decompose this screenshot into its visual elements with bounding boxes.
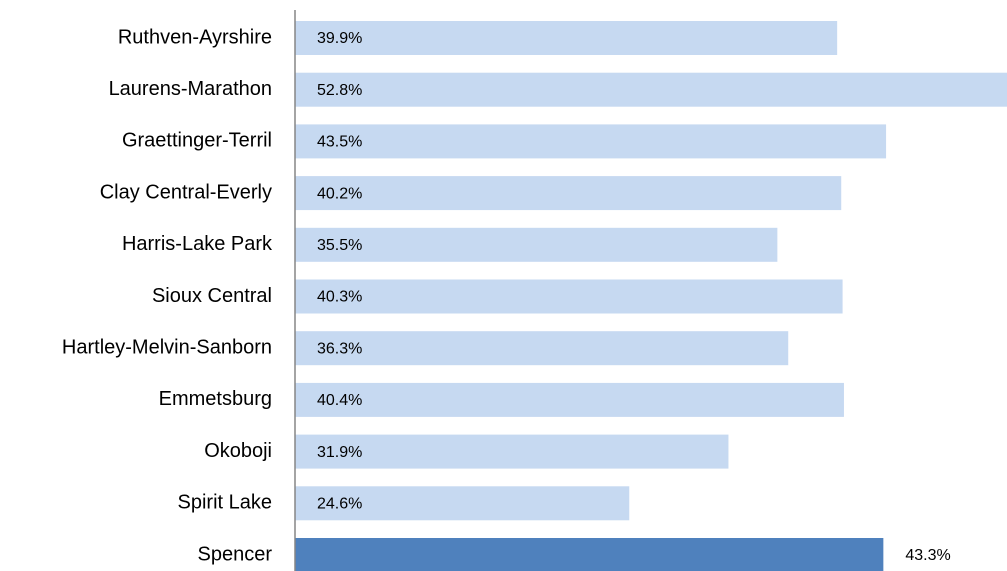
- value-label: 39.9%: [317, 30, 362, 47]
- category-label: Spencer: [198, 543, 273, 565]
- value-label: 52.8%: [317, 82, 362, 99]
- value-label: 24.6%: [317, 496, 362, 513]
- bar: [295, 486, 630, 521]
- category-label: Graettinger-Terril: [122, 130, 272, 152]
- category-label: Ruthven-Ayrshire: [118, 26, 272, 48]
- bar: [295, 382, 844, 417]
- value-label: 35.5%: [317, 237, 362, 254]
- value-label: 43.5%: [317, 134, 362, 151]
- bar: [295, 176, 842, 211]
- category-label: Spirit Lake: [178, 492, 273, 514]
- bar: [295, 72, 1007, 107]
- category-label: Hartley-Melvin-Sanborn: [62, 336, 272, 358]
- category-label: Sioux Central: [152, 285, 272, 307]
- bar: [295, 434, 729, 469]
- value-label: 40.2%: [317, 185, 362, 202]
- value-label: 31.9%: [317, 444, 362, 461]
- labels: Ruthven-Ayrshire 39.9% Laurens-Marathon 52.…: [62, 26, 951, 565]
- category-label: Harris-Lake Park: [122, 233, 273, 255]
- category-label: Emmetsburg: [159, 388, 272, 410]
- value-label: 40.4%: [317, 392, 362, 409]
- bar: [295, 538, 884, 571]
- bar: [295, 279, 843, 314]
- bar: [295, 331, 789, 366]
- bar: [295, 124, 887, 159]
- bar: [295, 21, 838, 55]
- category-label: Laurens-Marathon: [109, 78, 272, 100]
- value-label: 36.3%: [317, 340, 362, 357]
- plot-area: [295, 21, 1007, 571]
- category-label: Clay Central-Everly: [100, 181, 272, 203]
- bar: [295, 227, 778, 262]
- value-label: 43.3%: [905, 547, 950, 564]
- value-label: 40.3%: [317, 289, 362, 306]
- category-label: Okoboji: [204, 440, 272, 462]
